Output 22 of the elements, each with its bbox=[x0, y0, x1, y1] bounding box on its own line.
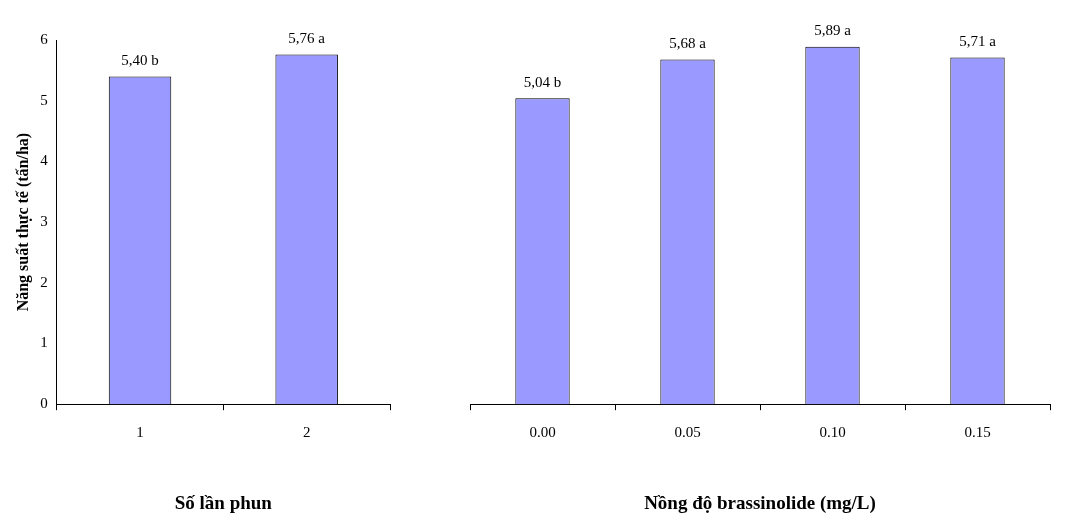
y-tick-label: 6 bbox=[40, 30, 49, 47]
x-tick-label: 0.15 bbox=[964, 424, 991, 441]
data-label: 5,40 b bbox=[121, 51, 159, 68]
y-tick-label: 1 bbox=[40, 334, 48, 351]
y-tick-label: 0 bbox=[40, 395, 48, 412]
x-tick-label: 0.00 bbox=[529, 424, 556, 441]
x-tick-label: 2 bbox=[302, 424, 311, 441]
y-tick-label: 5 bbox=[40, 91, 48, 108]
x-tick-label: 1 bbox=[136, 424, 144, 441]
data-label: 5,89 a bbox=[814, 22, 852, 39]
x-axis-title: Nồng độ brassinolide (mg/L) bbox=[644, 491, 876, 514]
data-label: 5,68 a bbox=[669, 34, 707, 51]
x-tick-label: 0.05 bbox=[674, 424, 701, 441]
x-axis-title: Số lần phun bbox=[174, 491, 273, 513]
y-tick-label: 2 bbox=[40, 273, 48, 290]
x-tick-label: 0.10 bbox=[819, 424, 846, 441]
data-label: 5,76 a bbox=[288, 30, 326, 47]
data-label: 5,04 b bbox=[523, 73, 562, 90]
y-tick-label: 4 bbox=[40, 152, 49, 169]
data-label: 5,71 a bbox=[959, 33, 997, 50]
y-axis-title: Năng suất thực tế (tấn/ha) bbox=[13, 132, 32, 312]
y-tick-label: 3 bbox=[40, 213, 48, 230]
